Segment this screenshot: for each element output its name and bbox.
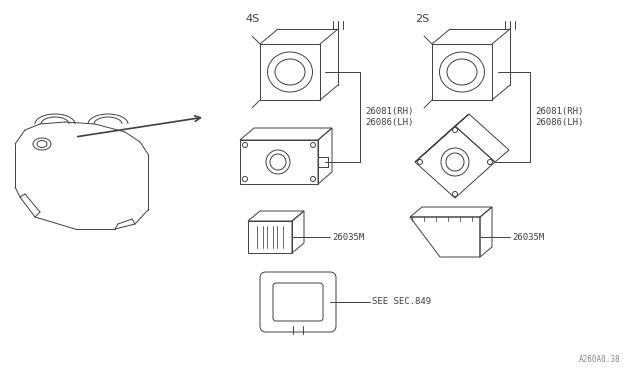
Text: A260A0.38: A260A0.38 <box>579 355 620 364</box>
Text: 26035M: 26035M <box>332 232 364 241</box>
Text: 2S: 2S <box>415 14 429 24</box>
Text: 26081(RH)
26086(LH): 26081(RH) 26086(LH) <box>365 107 413 127</box>
Text: 26035M: 26035M <box>512 232 544 241</box>
Text: 26081(RH)
26086(LH): 26081(RH) 26086(LH) <box>535 107 584 127</box>
Text: 4S: 4S <box>245 14 259 24</box>
Text: SEE SEC.849: SEE SEC.849 <box>372 298 431 307</box>
